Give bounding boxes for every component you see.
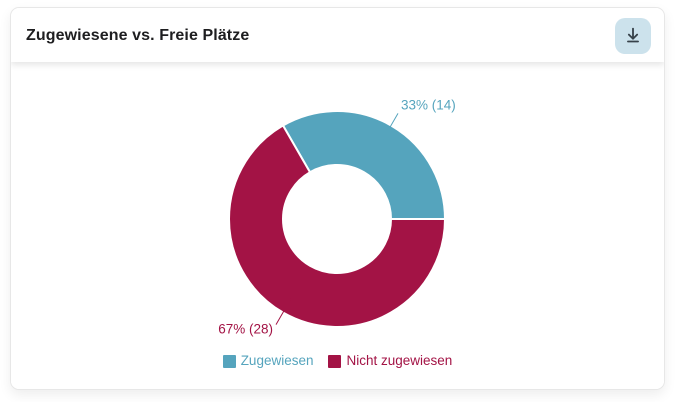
slice-label-1: 67% (28) [218, 322, 273, 337]
label-leader-line-0 [382, 113, 399, 140]
legend-item-nicht-zugewiesen[interactable]: Nicht zugewiesen [328, 353, 452, 369]
label-leader-line-1 [275, 298, 292, 325]
legend-swatch [328, 354, 342, 368]
card-title: Zugewiesene vs. Freie Plätze [26, 27, 250, 44]
legend-label: Zugewiesen [240, 353, 314, 368]
chart-legend: Zugewiesen Nicht zugewiesen [11, 353, 664, 369]
chart-card: Zugewiesene vs. Freie Plätze 33% (14) 67%… [10, 7, 665, 390]
download-icon [627, 27, 639, 43]
legend-item-zugewiesen[interactable]: Zugewiesen [222, 353, 314, 369]
legend-label: Nicht zugewiesen [346, 353, 453, 368]
donut-slice-nicht-zugewiesen[interactable] [228, 124, 446, 328]
legend-swatch [222, 354, 236, 368]
donut-slice-zugewiesen[interactable] [282, 110, 446, 220]
slice-label-0: 33% (14) [401, 97, 456, 112]
download-button[interactable] [615, 18, 651, 54]
card-header: Zugewiesene vs. Freie Plätze [11, 8, 664, 62]
chart-area: 33% (14) 67% (28) Zugewiesen Nicht zugewie… [11, 62, 664, 389]
donut-chart: 33% (14) 67% (28) [218, 97, 456, 337]
